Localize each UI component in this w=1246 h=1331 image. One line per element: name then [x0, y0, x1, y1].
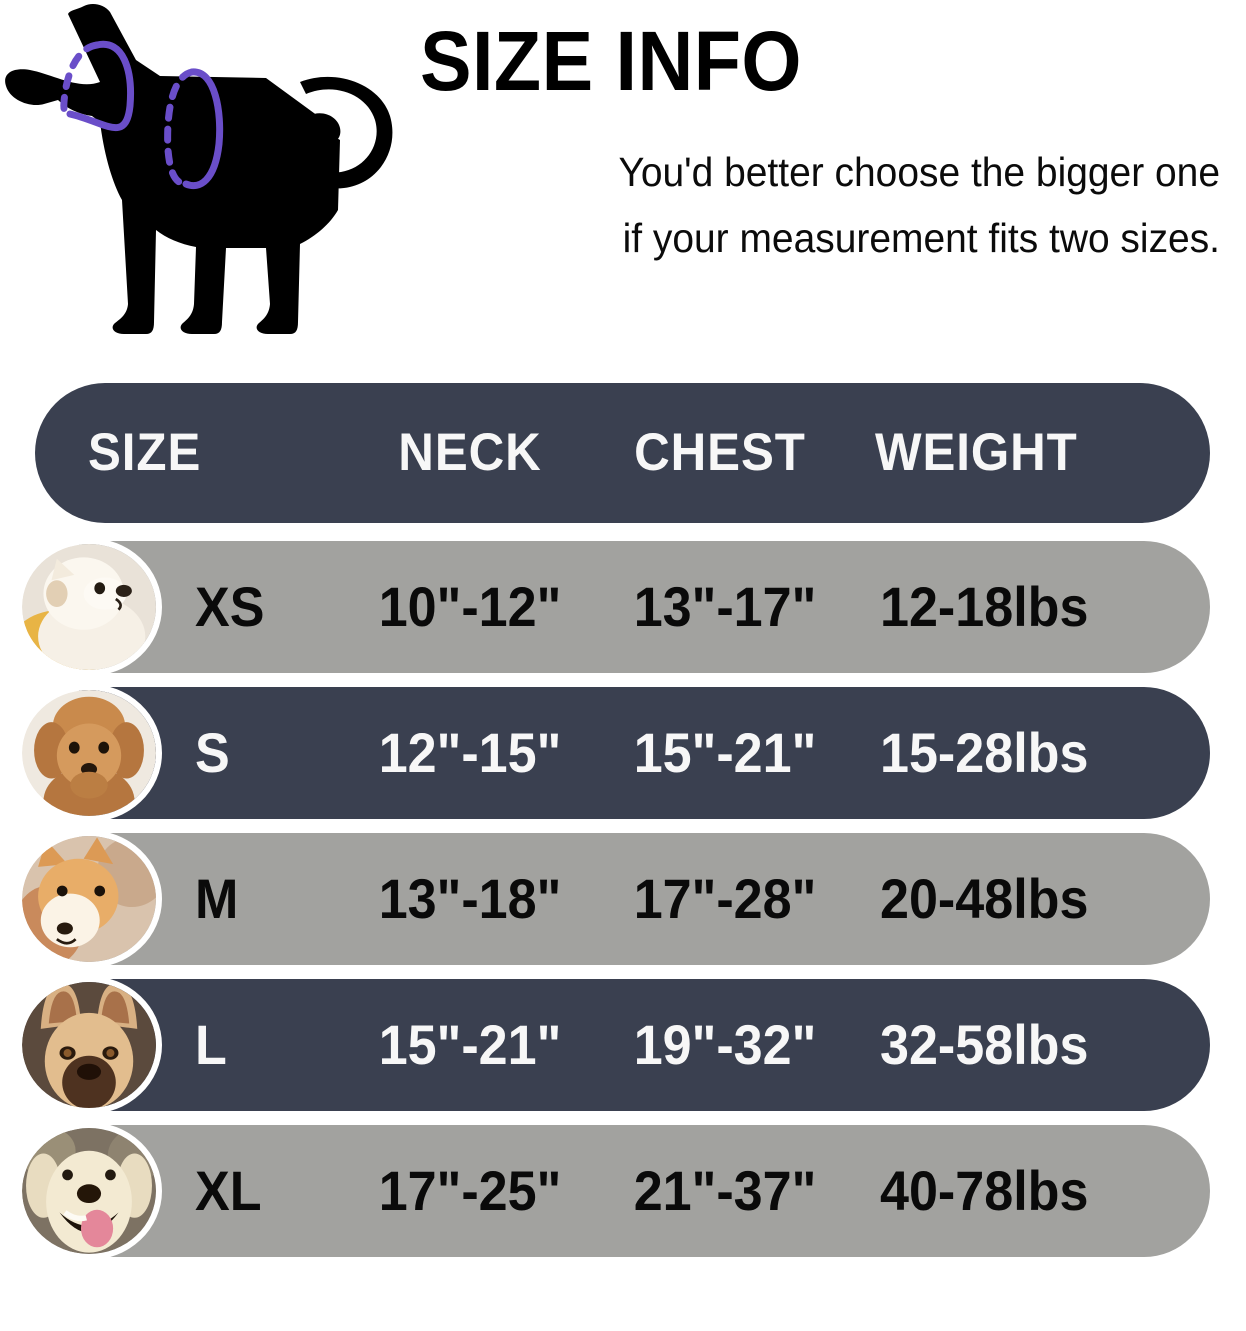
cell-weight: 40-78lbs	[880, 1159, 1089, 1222]
french-bulldog-photo	[22, 982, 156, 1108]
column-header-weight: WEIGHT	[875, 423, 1078, 482]
title-block: SIZE INFO You'd better choose the bigger…	[420, 14, 1220, 268]
table-row: M 13"-18" 17"-28" 20-48lbs	[0, 830, 1246, 968]
cell-neck: 10"-12"	[378, 575, 562, 638]
toy-poodle-photo	[22, 690, 156, 816]
subtitle-line-2: if your measurement fits two sizes.	[622, 215, 1220, 262]
cell-chest: 13"-17"	[633, 575, 817, 638]
header-pill	[35, 383, 1210, 523]
avatar	[16, 976, 162, 1114]
column-header-size: SIZE	[88, 423, 202, 482]
shiba-inu-photo	[22, 836, 156, 962]
cell-chest: 15"-21"	[633, 721, 817, 784]
cell-neck: 12"-15"	[378, 721, 562, 784]
row-pill-xs	[35, 541, 1210, 673]
cell-size: XL	[195, 1159, 262, 1222]
row-pill-xl	[35, 1125, 1210, 1257]
row-pill-l	[35, 979, 1210, 1111]
cell-weight: 12-18lbs	[880, 575, 1089, 638]
table-header-row: SIZE NECK CHEST WEIGHT	[0, 383, 1246, 523]
cell-size: M	[195, 867, 239, 930]
dog-measurement-diagram	[0, 4, 400, 334]
cell-weight: 32-58lbs	[880, 1013, 1089, 1076]
table-row: S 12"-15" 15"-21" 15-28lbs	[0, 684, 1246, 822]
table-row: XL 17"-25" 21"-37" 40-78lbs	[0, 1122, 1246, 1260]
avatar	[16, 538, 162, 676]
table-row: L 15"-21" 19"-32" 32-58lbs	[0, 976, 1246, 1114]
cell-neck: 13"-18"	[378, 867, 562, 930]
column-header-chest: CHEST	[634, 423, 806, 482]
pomeranian-puppy-photo	[22, 544, 156, 670]
cell-neck: 17"-25"	[378, 1159, 562, 1222]
header-section: SIZE INFO You'd better choose the bigger…	[0, 0, 1246, 360]
subtitle-line-1: You'd better choose the bigger one	[618, 148, 1220, 195]
cell-size: S	[195, 721, 230, 784]
size-table: SIZE NECK CHEST WEIGHT	[0, 383, 1246, 1271]
avatar	[16, 684, 162, 822]
avatar	[16, 1122, 162, 1260]
avatar	[16, 830, 162, 968]
row-pill-m	[35, 833, 1210, 965]
page-title: SIZE INFO	[420, 14, 802, 108]
row-pill-s	[35, 687, 1210, 819]
cell-size: L	[195, 1013, 227, 1076]
cell-chest: 21"-37"	[633, 1159, 817, 1222]
column-header-neck: NECK	[398, 423, 542, 482]
cell-chest: 17"-28"	[633, 867, 817, 930]
cell-size: XS	[195, 575, 265, 638]
cell-weight: 20-48lbs	[880, 867, 1089, 930]
table-row: XS 10"-12" 13"-17" 12-18lbs	[0, 538, 1246, 676]
cell-chest: 19"-32"	[633, 1013, 817, 1076]
cell-weight: 15-28lbs	[880, 721, 1089, 784]
cell-neck: 15"-21"	[378, 1013, 562, 1076]
labrador-retriever-photo	[22, 1128, 156, 1254]
